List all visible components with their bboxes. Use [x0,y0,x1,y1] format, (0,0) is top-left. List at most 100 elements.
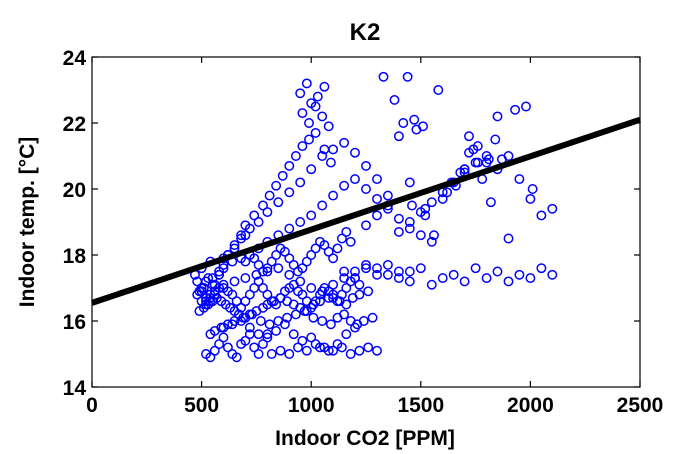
data-point [323,246,334,257]
data-point [339,309,350,320]
data-point [264,319,275,330]
data-point [354,279,365,290]
data-point [339,180,350,191]
data-point [293,342,303,353]
data-point [295,88,306,99]
data-point [229,276,240,287]
chart-title: K2 [350,19,381,46]
data-point [306,332,317,343]
data-point [328,345,339,356]
data-point [271,250,282,260]
data-point [350,174,360,185]
data-point [304,134,314,145]
data-point [306,250,317,260]
data-point [521,101,531,112]
x-axis-label: Indoor CO2 [PPM] [275,427,455,450]
data-point [325,157,336,168]
data-point [429,230,439,241]
data-point [404,223,415,234]
data-point [464,147,474,158]
data-point [328,190,339,201]
data-point [527,184,538,194]
data-point [339,266,350,277]
data-point [382,269,393,280]
data-point [288,329,299,340]
data-point [426,197,437,208]
data-point [354,289,365,300]
data-point [297,335,308,346]
data-point [271,299,282,310]
data-point [345,349,356,359]
plot-background [92,57,640,387]
data-point [341,329,352,340]
data-point [271,325,282,336]
data-point [273,263,284,274]
data-point [402,71,413,82]
data-point [341,283,352,293]
data-point [306,164,317,175]
data-point [393,266,404,277]
data-point [345,236,356,247]
data-point [319,342,330,353]
data-point [236,230,247,241]
data-point [372,269,382,280]
data-point [372,193,382,204]
data-point [264,190,275,201]
data-point [290,309,301,320]
data-point [205,296,216,307]
data-point [536,263,547,274]
data-point [310,127,321,138]
data-point [363,286,374,297]
data-point [492,266,503,277]
data-point [350,147,360,158]
data-point [510,104,521,115]
data-point [301,345,312,356]
data-point [420,203,431,214]
data-point [339,137,350,148]
data-point [229,240,240,251]
data-point [275,345,286,356]
data-point [222,342,233,353]
data-point [277,170,288,181]
data-point [350,322,360,333]
data-point [426,279,437,290]
data-point [317,151,328,161]
data-point [249,342,260,353]
data-point [240,220,251,231]
data-point [332,296,343,307]
data-point [358,316,369,326]
data-point [404,266,415,277]
data-point [284,187,295,198]
data-point [350,273,360,284]
data-point [244,322,255,333]
y-tick-label: 16 [63,311,86,334]
data-point [253,349,264,359]
data-point [336,342,347,353]
data-point [240,273,251,284]
data-point [284,160,295,171]
data-point [547,269,558,280]
data-point [372,174,382,185]
data-point [361,160,371,171]
data-point [295,177,306,188]
data-point [214,269,225,280]
data-point [426,236,437,247]
x-tick-label: 500 [184,394,219,417]
data-point [218,263,229,274]
data-point [415,263,426,274]
data-point [236,316,247,326]
data-point [361,263,371,274]
data-point [503,233,514,244]
data-point [218,322,229,333]
data-point [317,111,328,122]
data-point [266,349,277,359]
data-point [409,114,420,125]
data-point [472,141,483,152]
data-point [249,210,260,221]
data-point [308,312,319,323]
data-point [262,266,273,277]
data-point [525,193,536,204]
data-point [306,302,317,313]
data-point [247,309,257,320]
data-point [404,276,415,287]
